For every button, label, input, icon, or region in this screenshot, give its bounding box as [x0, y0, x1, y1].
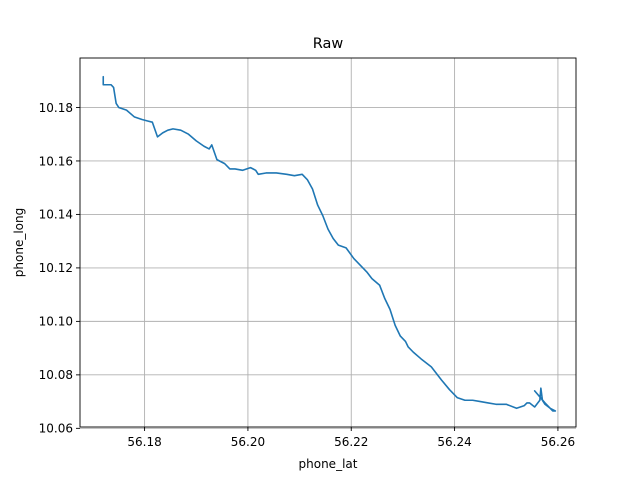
- series-layer: [102, 75, 557, 412]
- x-tick-label: 56.26: [541, 435, 575, 449]
- series-line: [102, 75, 557, 412]
- y-tick-label: 10.06: [39, 422, 73, 436]
- y-axis-label: phone_long: [12, 208, 26, 277]
- y-tick-label: 10.08: [39, 368, 73, 382]
- y-axis: 10.06 10.08 10.10 10.12 10.14 10.16 10.18: [39, 101, 80, 436]
- y-tick-label: 10.16: [39, 154, 73, 168]
- y-tick-label: 10.18: [39, 101, 73, 115]
- y-tick-label: 10.14: [39, 208, 73, 222]
- x-tick-label: 56.18: [127, 435, 161, 449]
- grid-lines: [80, 58, 576, 429]
- x-axis-label: phone_lat: [299, 457, 358, 471]
- x-tick-label: 56.20: [231, 435, 265, 449]
- y-tick-label: 10.12: [39, 261, 73, 275]
- plot-frame: [79, 57, 577, 428]
- x-tick-label: 56.22: [334, 435, 368, 449]
- y-tick-label: 10.10: [39, 315, 73, 329]
- chart-title: Raw: [313, 36, 344, 52]
- x-axis: 56.18 56.20 56.22 56.24 56.26: [127, 427, 575, 449]
- x-tick-label: 56.24: [437, 435, 471, 449]
